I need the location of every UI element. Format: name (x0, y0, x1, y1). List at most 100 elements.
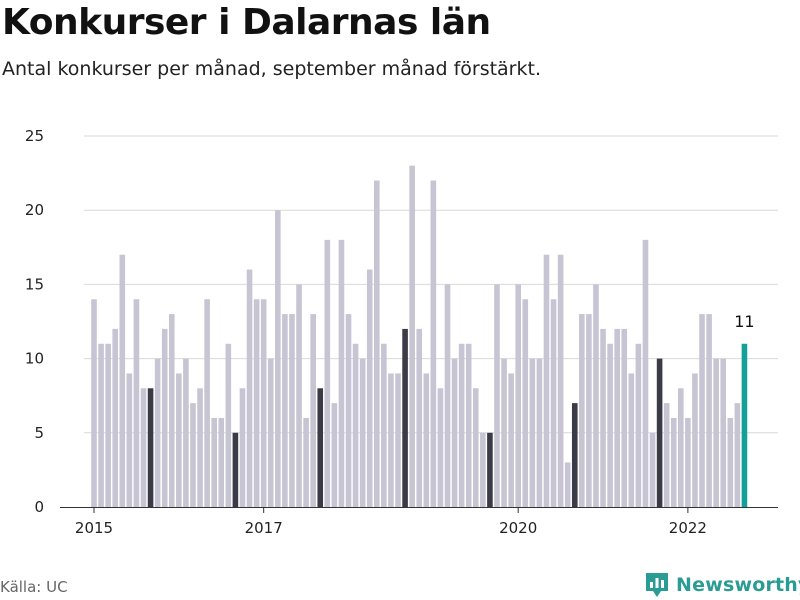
bar (586, 314, 592, 507)
bar (260, 299, 267, 507)
bar (649, 432, 656, 507)
bar (176, 373, 182, 507)
bar (656, 358, 663, 507)
annotations: 11 (734, 312, 754, 331)
x-tick-label: 2017 (245, 519, 283, 537)
bar (253, 299, 260, 507)
y-tick-label: 15 (25, 275, 44, 293)
newsworthy-logo-icon (646, 573, 668, 597)
bar (663, 403, 670, 507)
y-tick-label: 0 (34, 498, 44, 516)
bar (112, 328, 119, 507)
bar (734, 403, 741, 507)
bar (303, 417, 309, 507)
bar (352, 343, 359, 507)
bar (451, 358, 458, 507)
bar (465, 343, 472, 507)
bar (296, 284, 302, 507)
brand-logo[interactable]: Newsworthy (644, 570, 800, 600)
bar (374, 180, 380, 507)
source-note: Källa: UC (0, 578, 68, 596)
bar (317, 388, 324, 507)
bar (345, 314, 352, 507)
bar (458, 343, 465, 507)
bar (550, 299, 557, 507)
bar (529, 358, 536, 507)
bar (218, 417, 225, 507)
bar (98, 343, 104, 507)
bars (91, 165, 748, 507)
x-tick-label: 2020 (499, 519, 537, 537)
y-tick-label: 20 (25, 201, 44, 219)
bar (359, 358, 366, 507)
bar (430, 180, 437, 507)
bar (105, 343, 111, 507)
bar (275, 210, 281, 507)
bar (494, 284, 500, 507)
bar (324, 239, 331, 507)
bar (564, 462, 571, 507)
bar (670, 417, 677, 507)
bar (409, 165, 415, 507)
bar (154, 358, 161, 507)
bar (720, 358, 727, 507)
bar (310, 314, 316, 507)
bar (621, 328, 628, 507)
bar (685, 417, 691, 507)
bar (600, 328, 606, 507)
bar (713, 358, 719, 507)
bar (571, 403, 578, 507)
bar (225, 343, 232, 507)
bar (289, 314, 295, 507)
x-tick-label: 2015 (75, 519, 113, 537)
bar (133, 299, 140, 507)
bar (197, 388, 203, 507)
chart-title: Konkurser i Dalarnas län (2, 2, 491, 43)
bar (388, 373, 394, 507)
bar (543, 254, 550, 507)
bar (183, 358, 189, 507)
bar (487, 432, 493, 507)
bar (515, 284, 521, 507)
bar (480, 432, 486, 507)
bar (246, 269, 253, 507)
bar (607, 343, 613, 507)
bar (232, 432, 239, 507)
bar (267, 358, 274, 507)
y-tick-label: 10 (25, 350, 44, 368)
bar (741, 343, 748, 507)
bar (282, 314, 288, 507)
x-tick-label: 2022 (669, 519, 707, 537)
bar (557, 254, 564, 507)
bar (508, 373, 514, 507)
bar (395, 373, 401, 507)
bar (501, 358, 507, 507)
y-axis-tick-labels: 0 5 10 15 20 25 (25, 127, 44, 516)
bar (381, 343, 387, 507)
bar (423, 373, 430, 507)
bar (119, 254, 126, 507)
bar (472, 388, 479, 507)
bar (727, 417, 734, 507)
bar (211, 417, 217, 507)
bar (437, 388, 444, 507)
bar (706, 314, 712, 507)
bar (416, 328, 423, 507)
bar (161, 328, 168, 507)
chart-subtitle: Antal konkurser per månad, september mån… (2, 58, 541, 80)
bar (593, 284, 599, 507)
bar (678, 388, 684, 507)
y-tick-label: 5 (34, 424, 44, 442)
bar (331, 403, 338, 507)
latest-value-label: 11 (734, 312, 754, 331)
bar (635, 343, 642, 507)
x-axis-tick-labels: 2015 2017 2020 2022 (75, 507, 707, 537)
bar (126, 373, 133, 507)
bar (168, 314, 175, 507)
brand-name: Newsworthy (676, 574, 800, 596)
bar (642, 239, 649, 507)
bar (338, 239, 345, 507)
bar (366, 269, 373, 507)
bar (91, 299, 97, 507)
